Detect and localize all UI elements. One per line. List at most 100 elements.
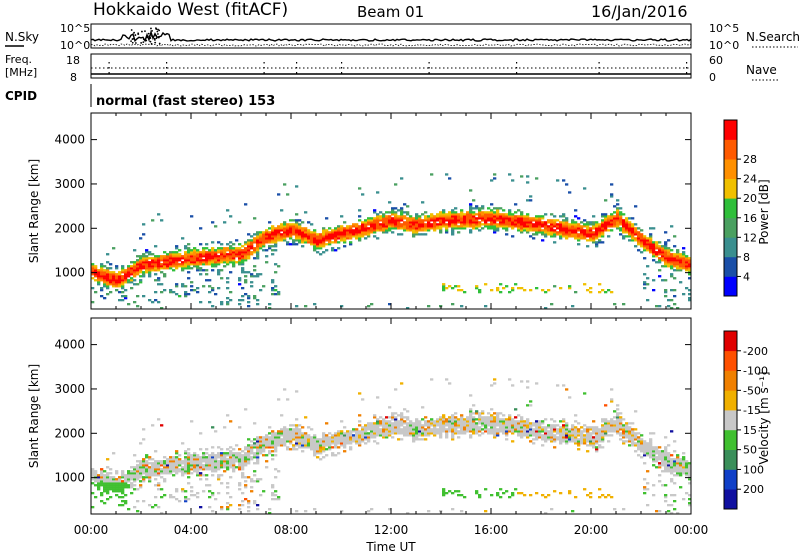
power-cell	[166, 257, 170, 260]
power-cell	[658, 245, 662, 248]
power-cell	[199, 273, 203, 276]
power-cell	[181, 265, 185, 268]
power-cell	[625, 235, 629, 238]
power-cell	[211, 253, 215, 256]
power-cell	[469, 211, 473, 214]
power-cell	[307, 233, 311, 236]
velocity-cell	[103, 488, 107, 491]
power-cell	[118, 285, 122, 288]
velocity-cell	[433, 432, 437, 435]
power-cell	[256, 239, 260, 242]
velocity-cell	[535, 436, 539, 439]
velocity-cell	[520, 434, 524, 437]
power-cell	[313, 229, 317, 232]
power-cell	[490, 289, 494, 292]
power-cell	[358, 233, 362, 236]
power-cell	[271, 233, 275, 236]
velocity-cell	[601, 440, 605, 443]
velocity-cell	[217, 468, 221, 471]
power-cell	[271, 287, 275, 290]
power-cell	[469, 189, 473, 192]
power-cell	[154, 255, 158, 258]
velocity-cell	[586, 434, 590, 437]
power-cell	[496, 213, 500, 216]
velocity-cell	[571, 424, 575, 427]
power-cell	[475, 223, 479, 226]
power-cell	[589, 229, 593, 232]
power-cell	[235, 239, 239, 242]
power-cell	[478, 207, 482, 210]
velocity-cell	[571, 440, 575, 443]
power-cell	[145, 251, 149, 254]
velocity-cell	[322, 450, 326, 453]
power-cell	[163, 261, 167, 264]
power-cell	[196, 267, 200, 270]
power-cell	[523, 215, 527, 218]
velocity-cell	[577, 440, 581, 443]
velocity-cell	[634, 438, 638, 441]
power-cell	[142, 263, 146, 266]
velocity-cell	[280, 438, 284, 441]
velocity-cell	[358, 438, 362, 441]
velocity-cell	[568, 428, 572, 431]
power-cell	[370, 229, 374, 232]
velocity-cell	[181, 490, 185, 493]
power-cell	[451, 231, 455, 234]
velocity-cell	[388, 428, 392, 431]
x-axis-label: Time UT	[365, 540, 416, 554]
power-cell	[592, 225, 596, 228]
velocity-cell	[286, 440, 290, 443]
power-cell	[175, 245, 179, 248]
velocity-cell	[421, 406, 425, 409]
power-cell	[106, 279, 110, 282]
power-cell	[562, 215, 566, 218]
power-cell	[184, 247, 188, 250]
power-cell	[103, 279, 107, 282]
velocity-cell	[166, 460, 170, 463]
power-cell	[274, 229, 278, 232]
velocity-cell	[355, 432, 359, 435]
power-cell	[259, 237, 263, 240]
velocity-cell	[100, 494, 104, 497]
velocity-cell	[535, 432, 539, 435]
velocity-cell	[133, 468, 137, 471]
velocity-cell	[313, 440, 317, 443]
power-cell	[349, 231, 353, 234]
power-cell	[595, 225, 599, 228]
power-cell	[193, 251, 197, 254]
velocity-cell	[256, 462, 260, 465]
power-cell	[505, 215, 509, 218]
velocity-cell	[142, 464, 146, 467]
velocity-cell	[166, 458, 170, 461]
power-cell	[292, 225, 296, 228]
power-cell	[205, 259, 209, 262]
power-cell	[247, 253, 251, 256]
velocity-cell	[553, 430, 557, 433]
velocity-cell	[382, 426, 386, 429]
velocity-cell	[367, 440, 371, 443]
power-cell	[103, 275, 107, 278]
power-cell	[424, 227, 428, 230]
power-cell	[445, 217, 449, 220]
power-cell	[337, 237, 341, 240]
velocity-cell	[592, 444, 596, 447]
velocity-cell	[217, 478, 221, 481]
velocity-cell	[670, 454, 674, 457]
velocity-cell	[538, 430, 542, 433]
power-cell	[274, 227, 278, 230]
velocity-cell	[238, 464, 242, 467]
velocity-cell	[238, 488, 242, 491]
power-colorbar-swatch	[724, 139, 737, 160]
velocity-cell	[601, 434, 605, 437]
power-cell	[142, 267, 146, 270]
velocity-cell	[652, 464, 656, 467]
velocity-cell	[271, 454, 275, 457]
power-cell	[235, 251, 239, 254]
power-cell	[601, 235, 605, 238]
power-cell	[676, 261, 680, 264]
power-cell	[226, 243, 230, 246]
power-cell	[283, 183, 287, 186]
power-cell	[571, 233, 575, 236]
velocity-cell	[646, 454, 650, 457]
power-cell	[235, 247, 239, 250]
